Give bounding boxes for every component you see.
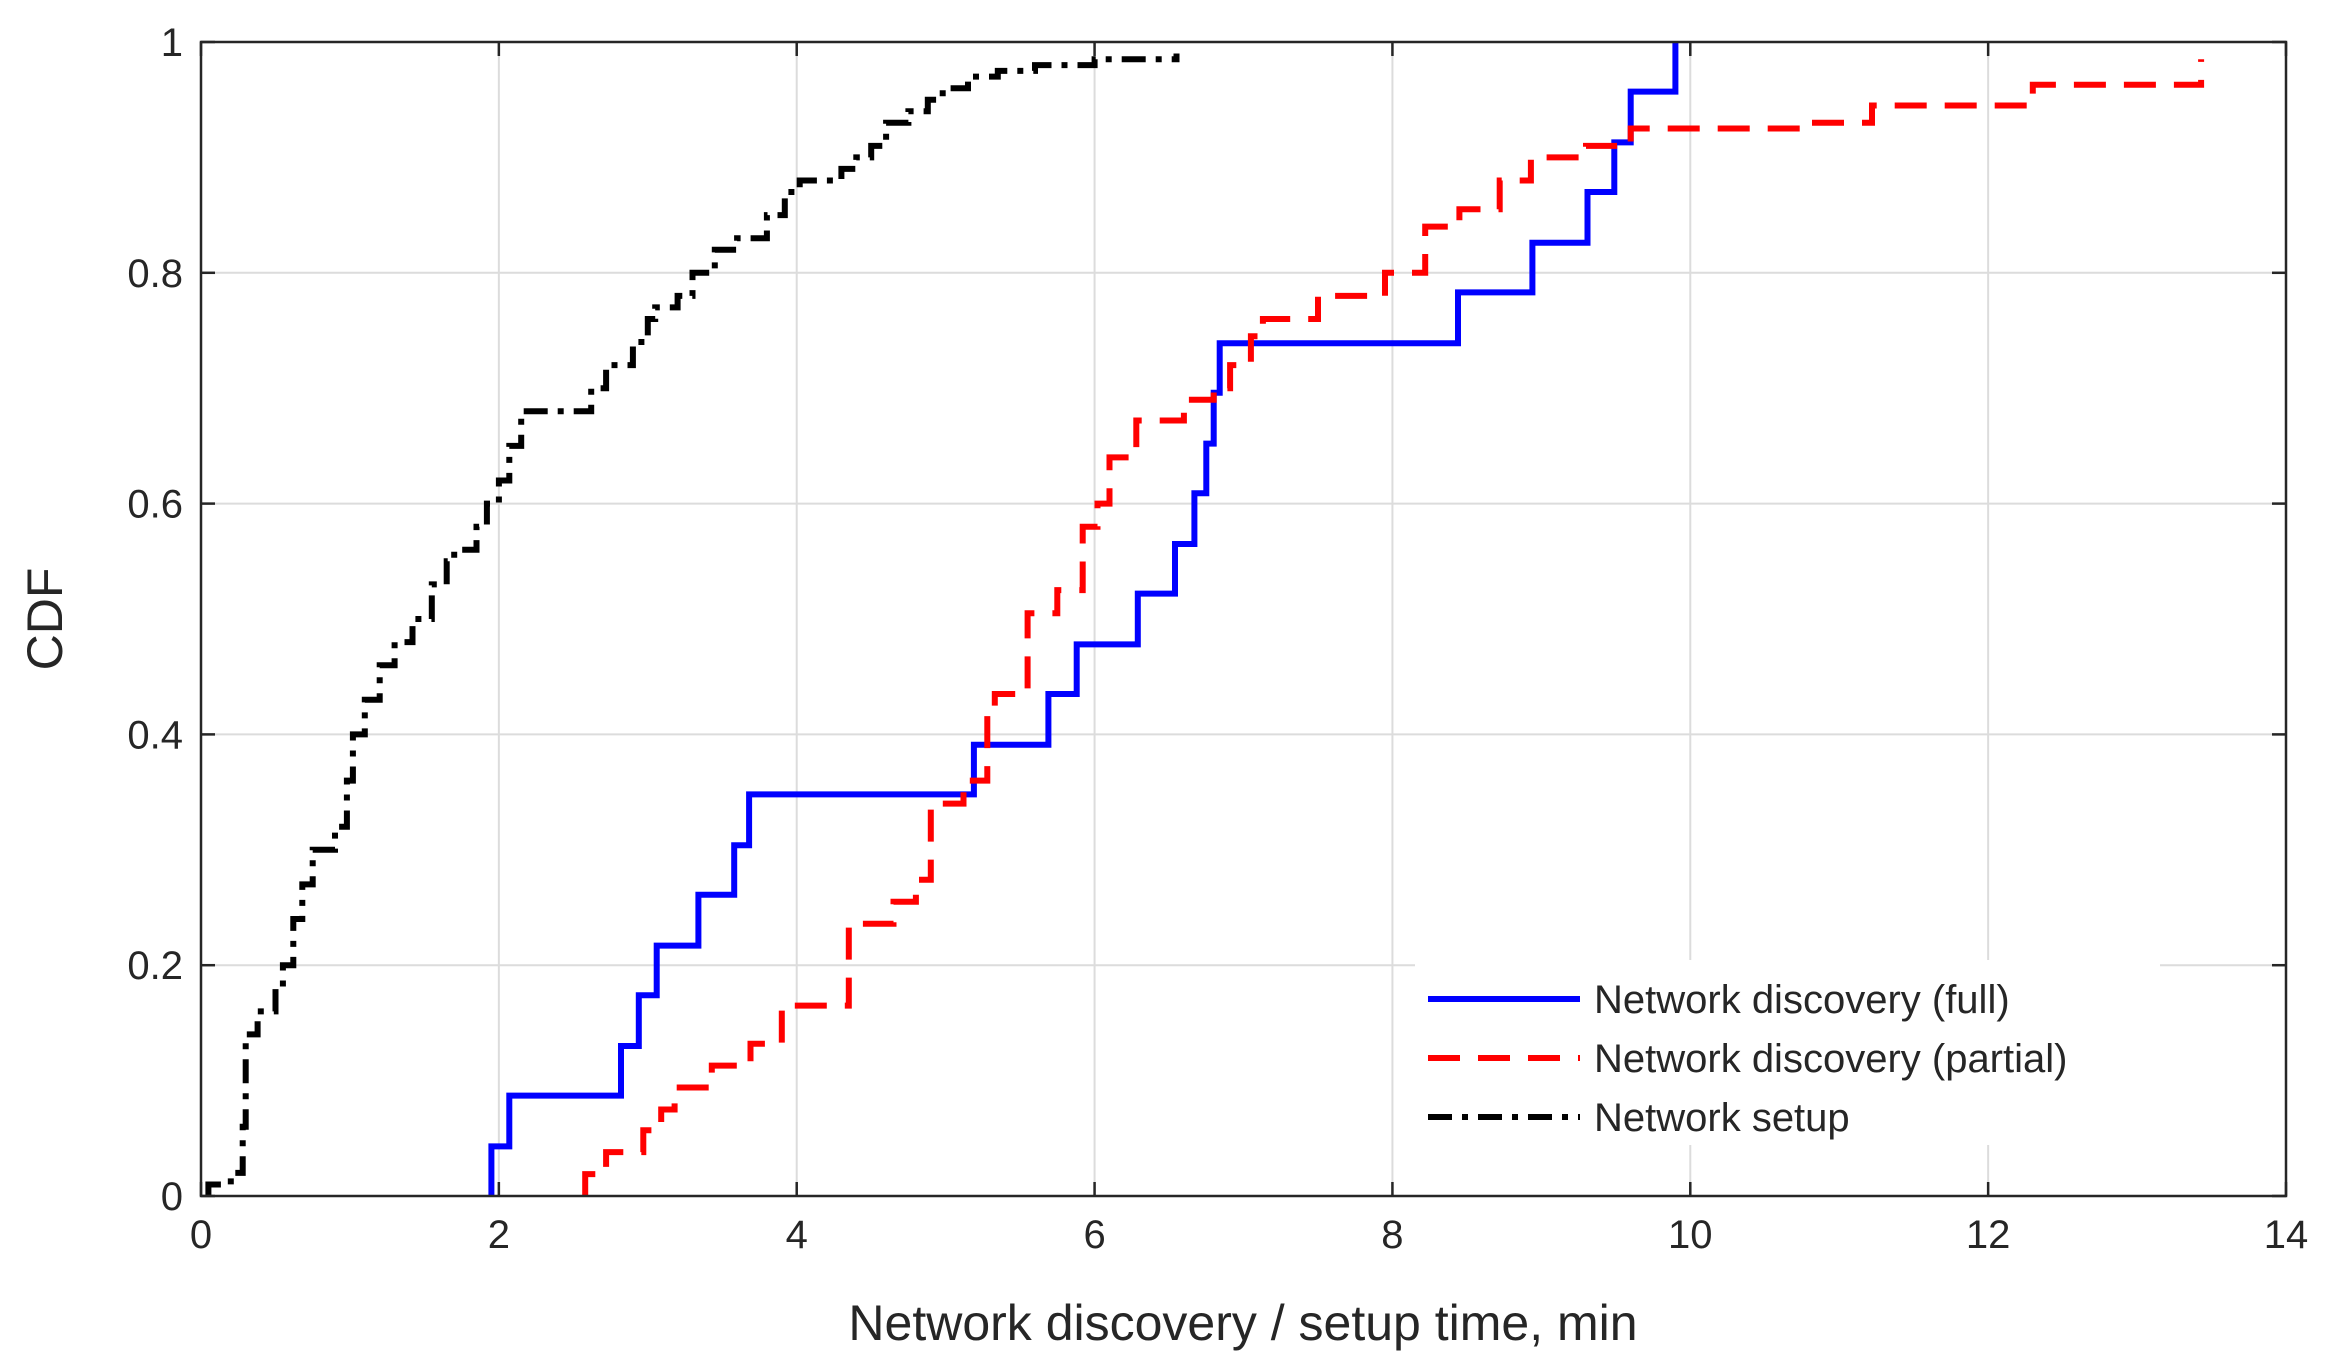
series-layer — [205, 42, 2205, 1196]
x-tick-label: 8 — [1381, 1213, 1403, 1257]
series-line-0 — [488, 42, 1679, 1196]
axis-tick-labels: 0 2 4 6 8 10 12 14 0 0.2 0.4 0.6 0.8 1 — [127, 21, 2308, 1257]
legend-label-setup: Network setup — [1594, 1096, 1850, 1140]
y-tick-label: 0.2 — [127, 944, 183, 988]
y-tick-label: 1 — [161, 21, 183, 65]
plot-frame — [199, 40, 2288, 1198]
x-tick-label: 0 — [190, 1213, 212, 1257]
x-tick-label: 6 — [1083, 1213, 1105, 1257]
y-tick-label: 0.6 — [127, 483, 183, 527]
y-tick-label: 0 — [161, 1175, 183, 1219]
y-tick-label: 0.4 — [127, 713, 183, 757]
y-axis-label: CDF — [17, 568, 73, 671]
x-tick-label: 12 — [1966, 1213, 2011, 1257]
x-tick-label: 14 — [2264, 1213, 2309, 1257]
legend-label-partial: Network discovery (partial) — [1594, 1037, 2067, 1081]
x-tick-label: 2 — [488, 1213, 510, 1257]
series-line-1 — [582, 59, 2205, 1196]
x-tick-label: 4 — [786, 1213, 808, 1257]
legend: Network discovery (full) Network discove… — [1415, 960, 2160, 1145]
legend-label-full: Network discovery (full) — [1594, 978, 2010, 1022]
axis-ticks — [199, 40, 2288, 1198]
x-axis-label: Network discovery / setup time, min — [848, 1295, 1637, 1351]
y-tick-label: 0.8 — [127, 252, 183, 296]
x-tick-label: 10 — [1668, 1213, 1713, 1257]
